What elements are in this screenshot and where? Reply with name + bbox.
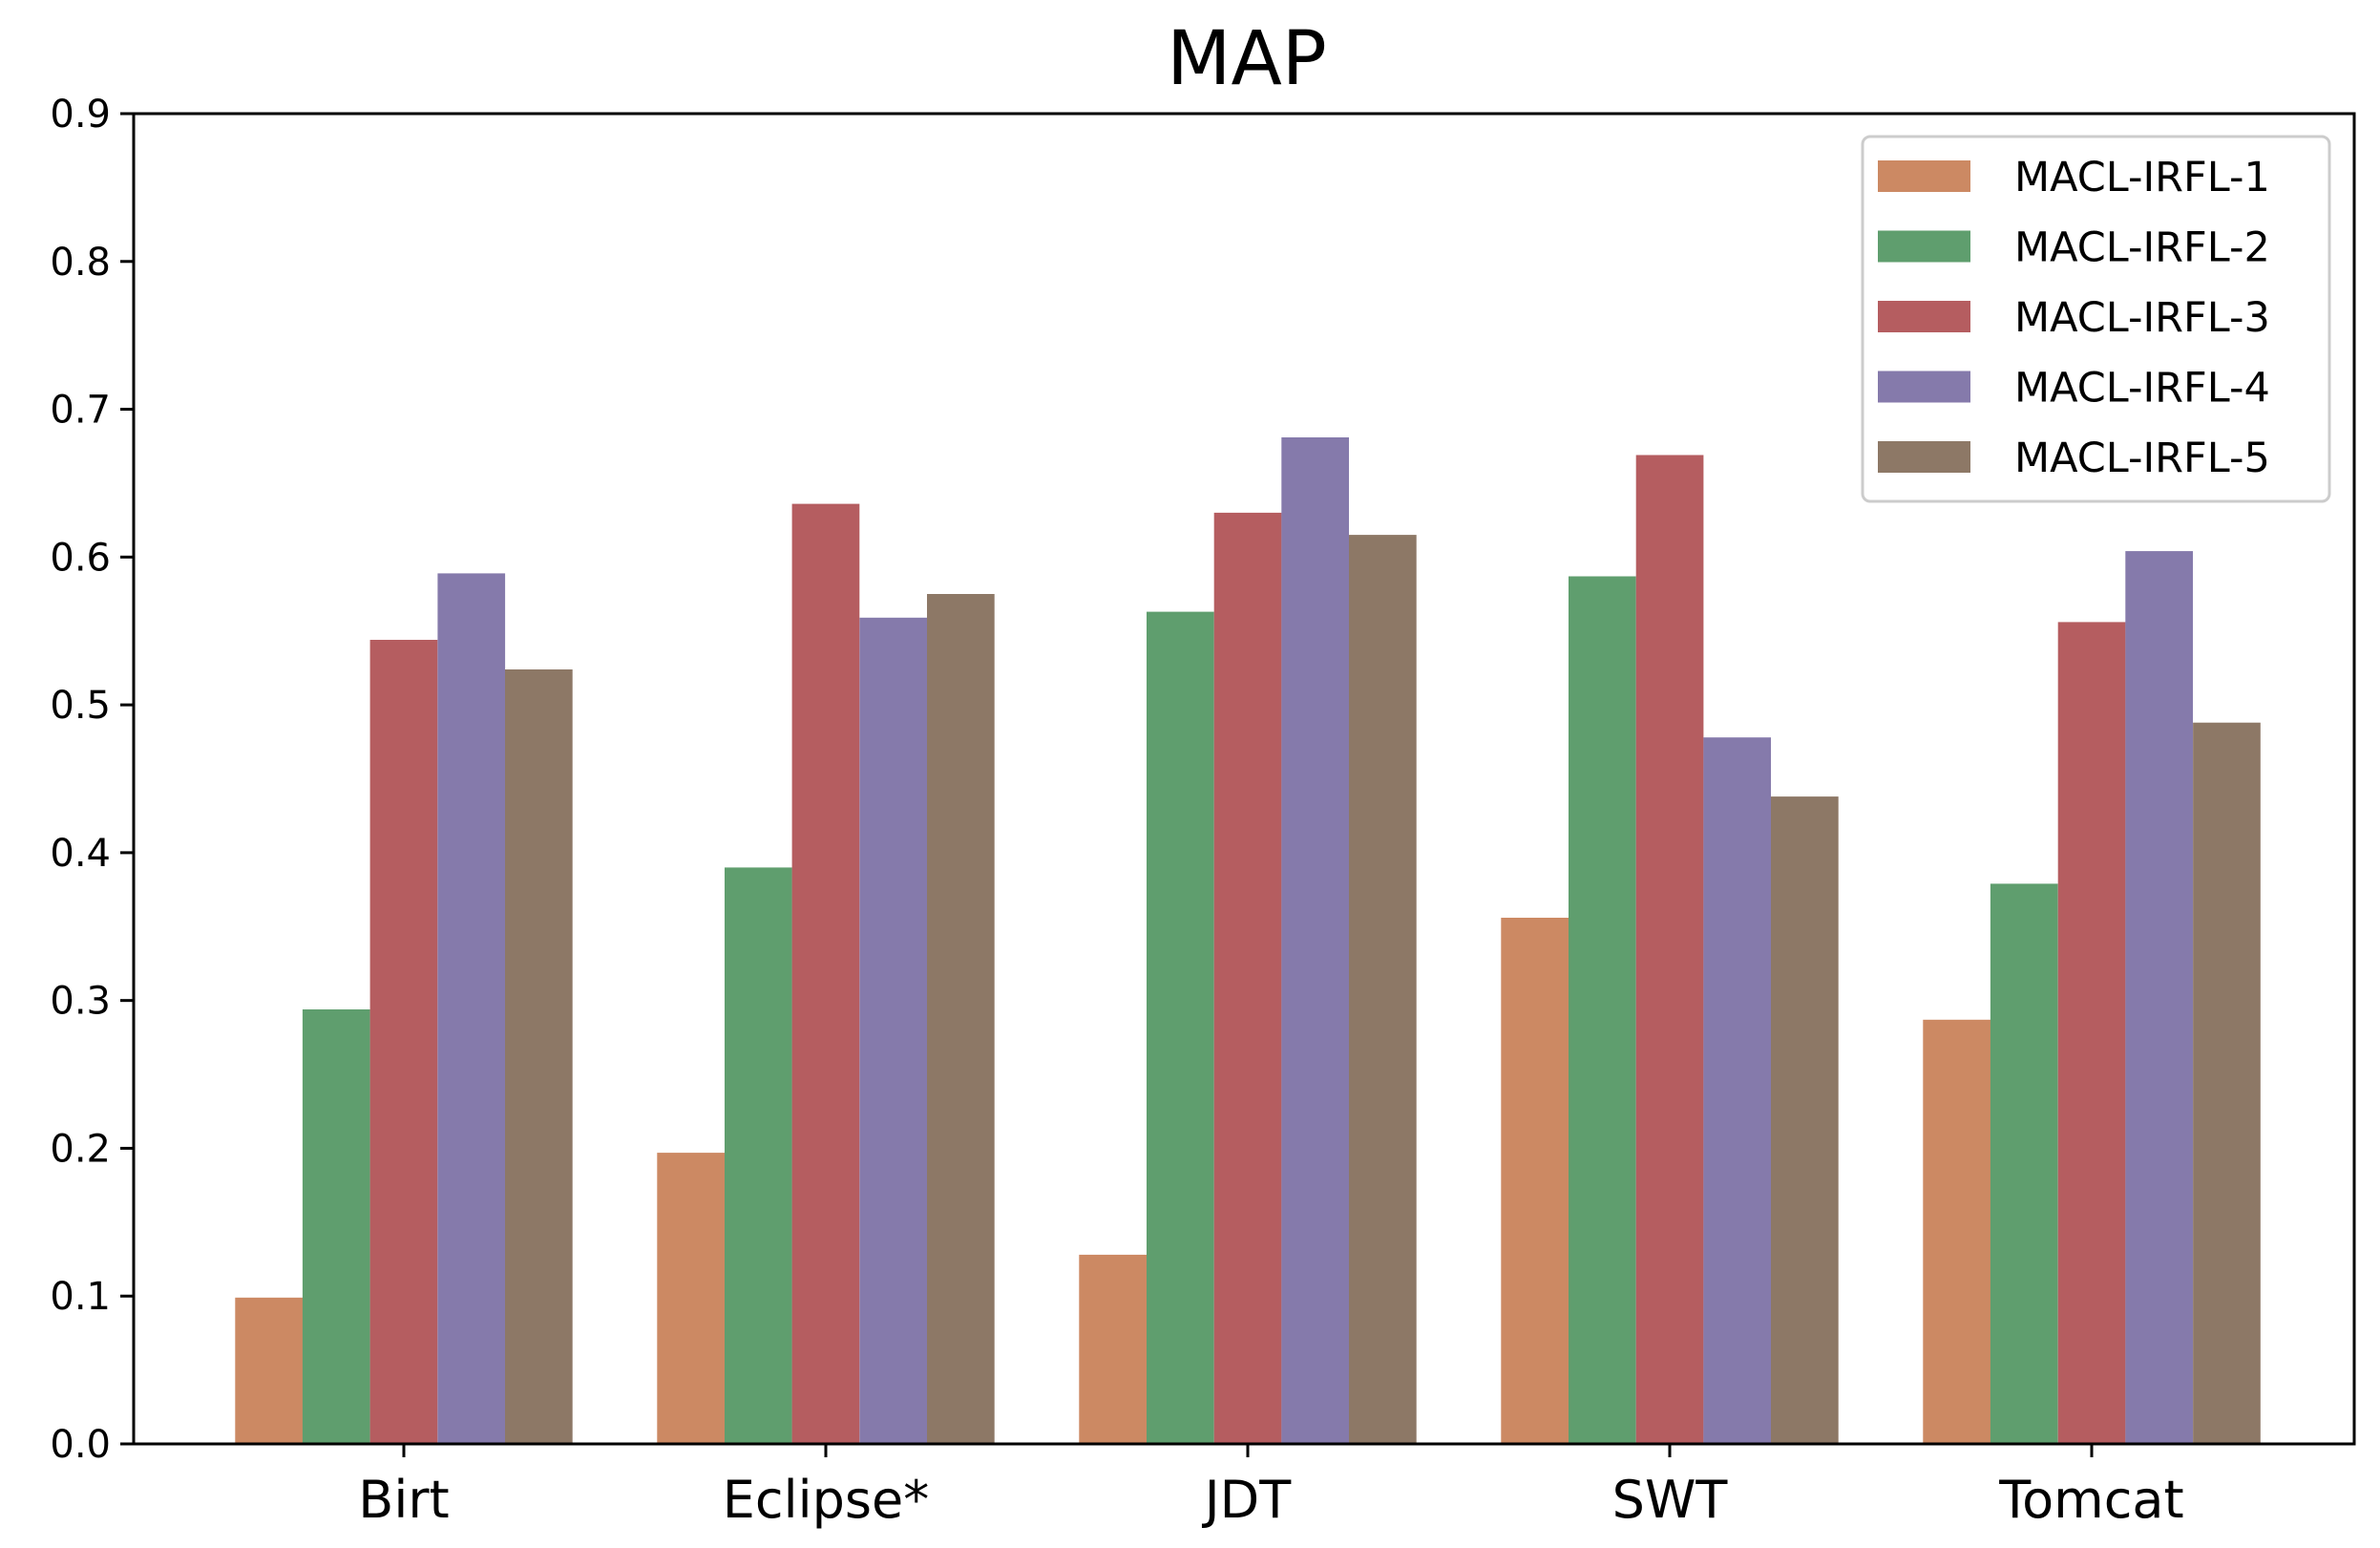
bar-macl-irfl-3-tomcat (2057, 622, 2126, 1444)
bar-macl-irfl-2-swt (1569, 576, 1636, 1444)
legend-label: MACL-IRFL-4 (2014, 365, 2270, 413)
legend-swatch (1878, 301, 1970, 332)
bar-macl-irfl-1-swt (1501, 918, 1569, 1444)
x-axis: Birt Eclipse* JDT SWT Tomcat (358, 1444, 2184, 1530)
x-tick-label: JDT (1202, 1470, 1293, 1530)
x-tick-label: SWT (1612, 1470, 1729, 1530)
bar-macl-irfl-1-tomcat (1923, 1019, 1990, 1444)
bar-macl-irfl-3-jdt (1213, 512, 1282, 1444)
legend-label: MACL-IRFL-2 (2014, 224, 2270, 272)
bar-macl-irfl-5-tomcat (2193, 722, 2261, 1444)
legend-swatch (1878, 160, 1970, 192)
y-tick-label: 0.6 (50, 536, 111, 580)
bar-macl-irfl-5-jdt (1349, 535, 1417, 1444)
bar-macl-irfl-2-tomcat (1990, 883, 2058, 1444)
y-tick-label: 0.5 (50, 684, 111, 728)
legend-swatch (1878, 441, 1970, 473)
x-tick-label: Eclipse* (723, 1470, 929, 1530)
bar-macl-irfl-5-swt (1771, 796, 1839, 1444)
bar-macl-irfl-3-swt (1635, 455, 1704, 1444)
legend-swatch (1878, 371, 1970, 403)
bar-macl-irfl-4-jdt (1281, 437, 1349, 1444)
legend: MACL-IRFL-1 MACL-IRFL-2 MACL-IRFL-3 MACL-IR… (1861, 135, 2331, 503)
y-tick-label: 0.8 (50, 241, 111, 285)
bar-macl-irfl-1-eclipse (657, 1153, 725, 1444)
bar-macl-irfl-4-eclipse (859, 617, 928, 1444)
y-tick-label: 0.9 (50, 93, 111, 137)
y-tick-label: 0.7 (50, 389, 111, 433)
bar-macl-irfl-3-birt (369, 640, 438, 1444)
bar-macl-irfl-4-birt (437, 573, 506, 1444)
legend-label: MACL-IRFL-3 (2014, 294, 2270, 342)
y-tick-label: 0.0 (50, 1423, 111, 1467)
chart-title: MAP (1167, 16, 1327, 102)
bar-macl-irfl-2-eclipse (725, 867, 792, 1444)
legend-box (1861, 135, 2331, 503)
bar-macl-irfl-4-swt (1703, 737, 1771, 1444)
y-tick-label: 0.3 (50, 980, 111, 1024)
legend-label: MACL-IRFL-5 (2014, 435, 2270, 482)
bar-macl-irfl-4-tomcat (2125, 551, 2193, 1444)
y-tick-label: 0.1 (50, 1275, 111, 1319)
y-tick-label: 0.4 (50, 832, 111, 876)
bar-macl-irfl-5-eclipse (927, 594, 995, 1444)
bar-macl-irfl-5-birt (505, 669, 573, 1444)
bar-macl-irfl-3-eclipse (791, 503, 860, 1444)
y-axis: 0.0 0.1 0.2 0.3 0.4 0.5 0.6 0.7 0.8 0.9 (50, 93, 134, 1467)
x-tick-label: Birt (358, 1470, 449, 1530)
plot-frame (132, 112, 2356, 1446)
bar-macl-irfl-1-jdt (1079, 1254, 1147, 1444)
legend-label: MACL-IRFL-1 (2014, 154, 2270, 201)
legend-swatch (1878, 230, 1970, 263)
x-tick-label: Tomcat (1998, 1470, 2183, 1530)
bar-macl-irfl-2-birt (302, 1009, 370, 1444)
bar-macl-irfl-2-jdt (1147, 611, 1214, 1444)
y-tick-label: 0.2 (50, 1127, 111, 1171)
bars-layer (235, 437, 2261, 1444)
bar-macl-irfl-1-birt (235, 1297, 303, 1444)
